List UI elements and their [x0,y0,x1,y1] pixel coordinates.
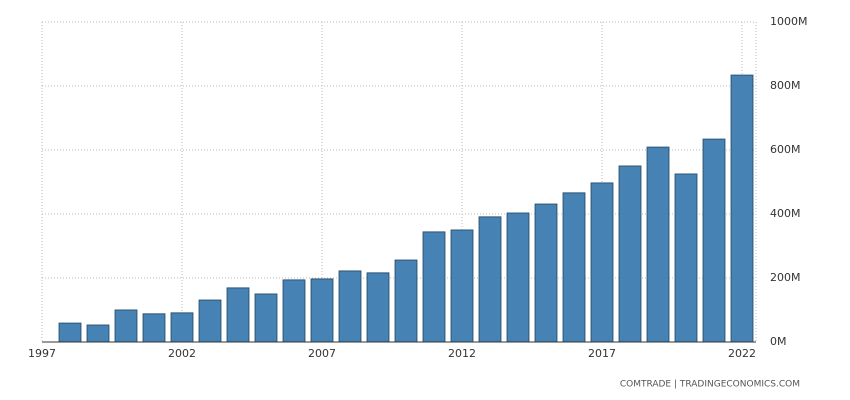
x-tick-label: 1997 [28,347,56,360]
bar [310,278,334,343]
y-tick-label: 200M [770,271,801,284]
y-tick-label: 1000M [770,15,808,28]
bar [506,212,530,343]
y-tick-label: 0M [770,335,787,348]
bar [282,279,306,343]
x-tick-label: 2017 [588,347,616,360]
bar [86,324,110,343]
y-tick-label: 800M [770,79,801,92]
y-tick-label: 600M [770,143,801,156]
bar [590,182,614,343]
bar [198,299,222,343]
bar [618,165,642,343]
source-note: COMTRADE | TRADINGECONOMICS.COM [620,380,800,390]
bar [534,203,558,343]
bar [646,146,670,343]
bar [338,270,362,343]
bar [730,74,754,343]
bar [366,272,390,343]
bar [702,138,726,343]
bar [450,229,474,343]
bar [562,192,586,343]
x-tick-label: 2007 [308,347,336,360]
bar [674,173,698,343]
bar [226,287,250,343]
bar [422,231,446,343]
x-tick-label: 2012 [448,347,476,360]
bar [142,313,166,343]
bar [254,293,278,343]
bar [478,216,502,343]
y-tick-label: 400M [770,207,801,220]
bar [114,309,138,343]
bar [394,259,418,343]
bar [58,322,82,343]
x-tick-label: 2022 [728,347,756,360]
bar [170,312,194,343]
x-tick-label: 2002 [168,347,196,360]
